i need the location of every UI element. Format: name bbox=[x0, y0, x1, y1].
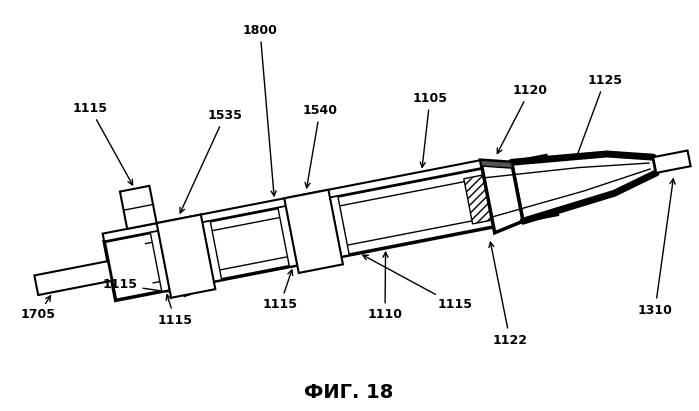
Polygon shape bbox=[34, 261, 112, 295]
Text: 1122: 1122 bbox=[489, 242, 528, 346]
Text: 1800: 1800 bbox=[243, 23, 278, 196]
Polygon shape bbox=[157, 215, 215, 298]
Text: 1105: 1105 bbox=[412, 92, 447, 167]
Text: 1125: 1125 bbox=[574, 74, 623, 162]
Polygon shape bbox=[278, 206, 297, 267]
Text: 1115: 1115 bbox=[363, 255, 473, 312]
Polygon shape bbox=[512, 154, 656, 221]
Text: 1115: 1115 bbox=[263, 270, 298, 312]
Polygon shape bbox=[464, 173, 500, 224]
Text: 1535: 1535 bbox=[180, 109, 243, 213]
Text: 1540: 1540 bbox=[303, 104, 338, 188]
Text: ФИГ. 18: ФИГ. 18 bbox=[304, 383, 394, 402]
Polygon shape bbox=[103, 160, 482, 242]
Polygon shape bbox=[284, 190, 343, 273]
Text: 1115: 1115 bbox=[73, 102, 133, 185]
Text: 1110: 1110 bbox=[368, 252, 403, 321]
Polygon shape bbox=[653, 150, 691, 173]
Polygon shape bbox=[481, 160, 512, 168]
Polygon shape bbox=[330, 196, 350, 256]
Text: 1115: 1115 bbox=[103, 279, 189, 297]
Text: 1120: 1120 bbox=[497, 83, 547, 153]
Polygon shape bbox=[120, 186, 157, 229]
Text: 1310: 1310 bbox=[637, 179, 675, 316]
Text: 1115: 1115 bbox=[157, 295, 192, 326]
Polygon shape bbox=[481, 160, 523, 233]
Polygon shape bbox=[202, 221, 222, 281]
Polygon shape bbox=[104, 156, 557, 300]
Polygon shape bbox=[150, 231, 170, 291]
Text: 1705: 1705 bbox=[20, 296, 55, 321]
